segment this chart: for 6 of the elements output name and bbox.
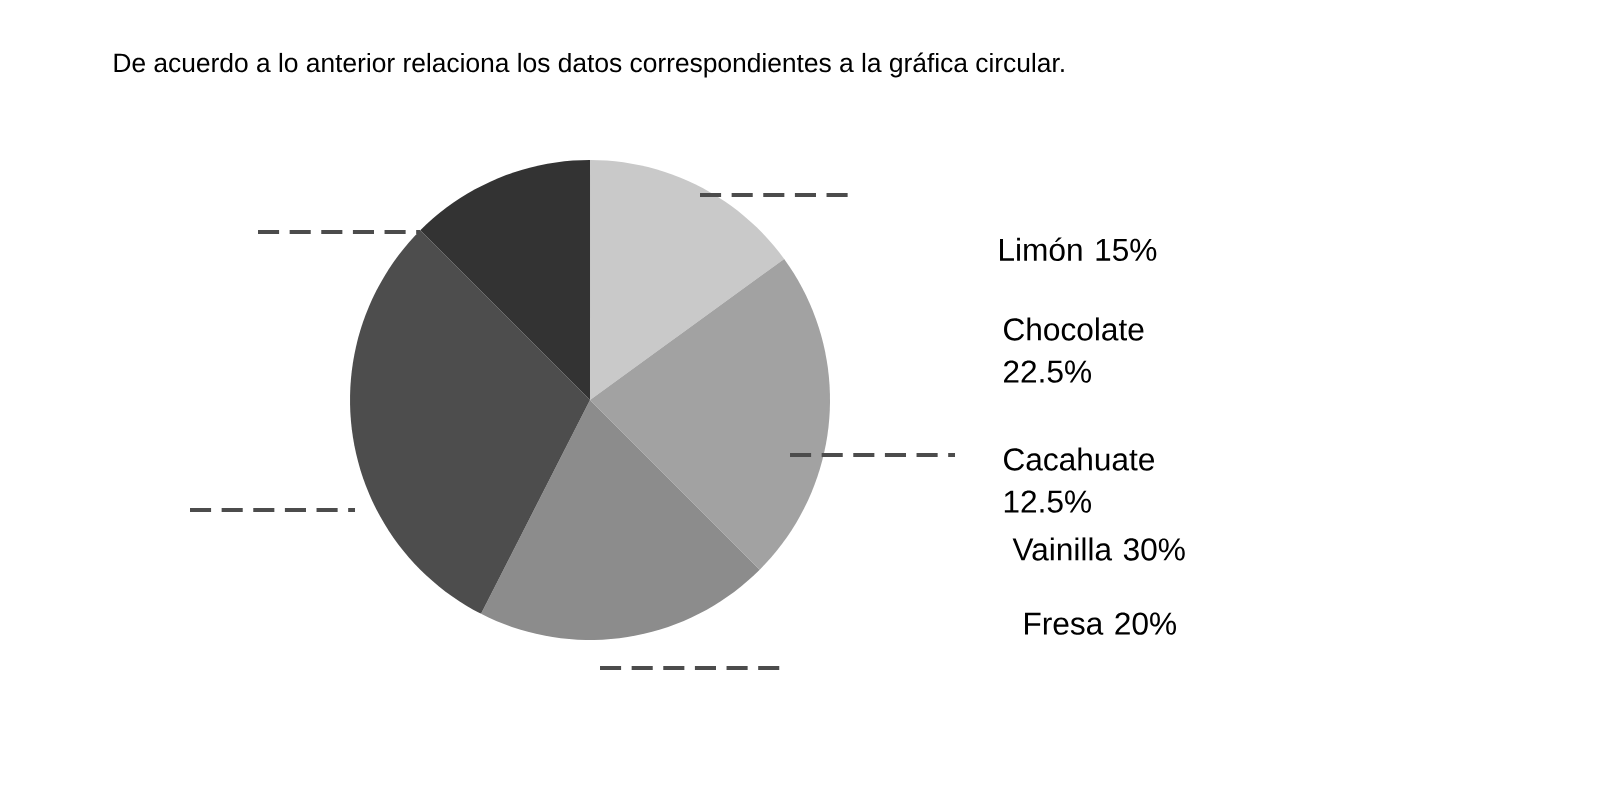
chart-title: De acuerdo a lo anterior relaciona los datos correspondientes a la gráfica circular.	[114, 52, 1064, 78]
text: Limón 15%	[1000, 237, 1157, 262]
text: Vainilla 30%	[1012, 537, 1185, 561]
text: Cacahuate 12.5%	[1004, 447, 1155, 513]
text: Chocolate 22.5%	[1004, 317, 1144, 383]
text: Fresa 20%	[1025, 612, 1177, 635]
